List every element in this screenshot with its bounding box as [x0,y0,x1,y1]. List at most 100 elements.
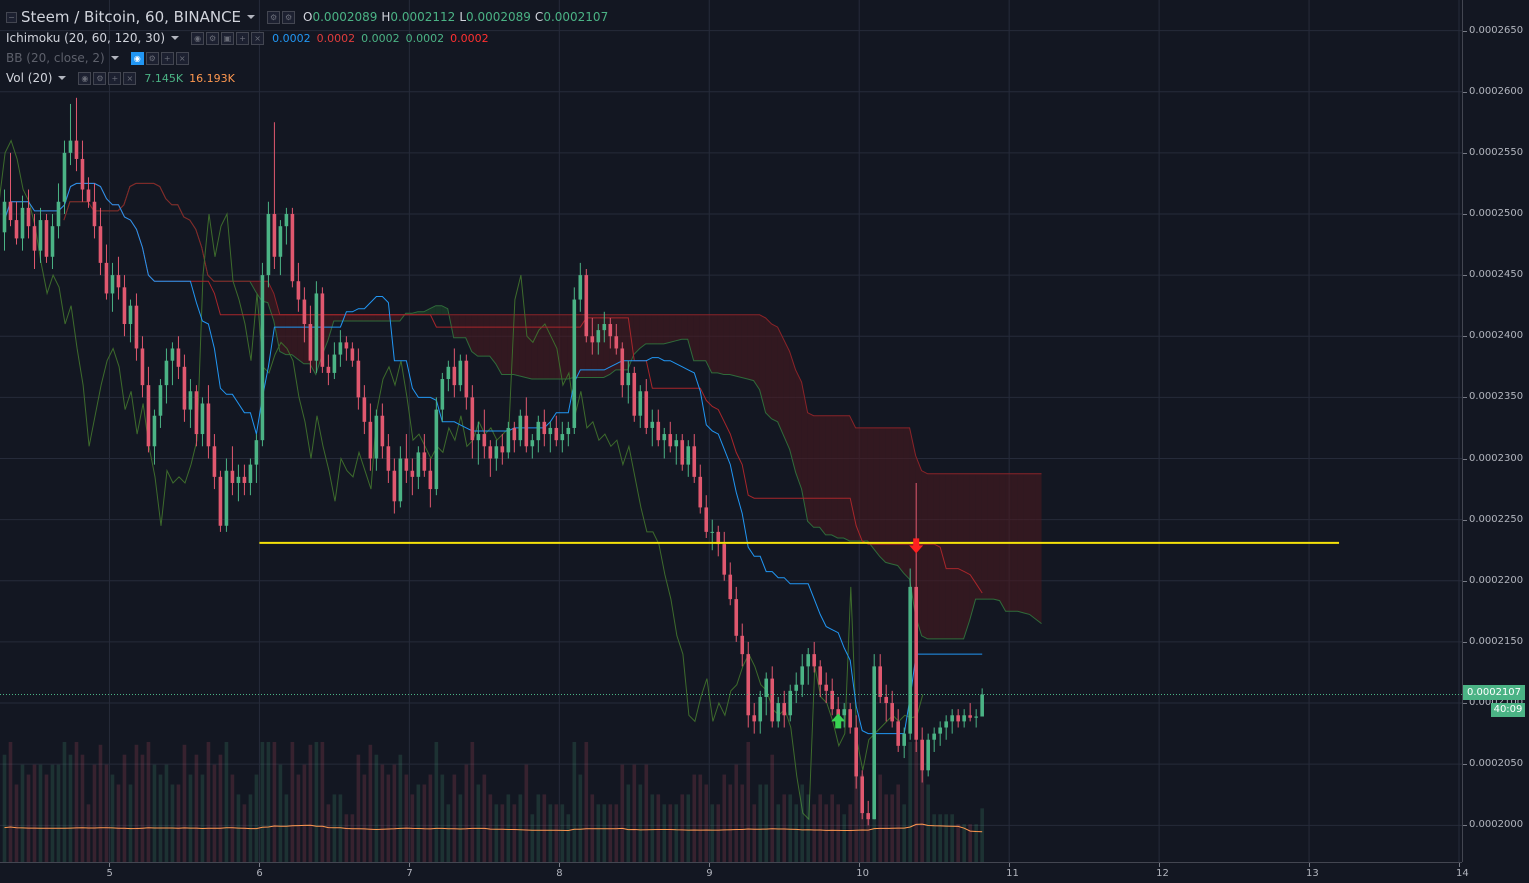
candle-body [422,452,427,471]
visibility-icon[interactable]: ◉ [78,71,92,85]
close-icon[interactable]: × [175,51,189,65]
candle-body [632,372,637,416]
cloud-segment [477,314,484,357]
candle-body [746,654,751,716]
volume-bar [752,804,757,862]
volume-bar [368,744,373,862]
visibility-icon[interactable]: ◉ [191,31,205,45]
volume-bar [776,804,781,862]
volume-bar [260,742,265,862]
indicator-value: 0.0002 [405,32,445,45]
price-tick-label: 0.0002550 [1462,146,1524,158]
chevron-down-icon[interactable] [247,15,256,19]
volume-bar [482,774,487,862]
cloud-segment [525,314,532,380]
candle-body [584,275,589,337]
close-icon[interactable]: × [123,71,137,85]
candle-body [782,703,787,716]
price-chart[interactable] [0,0,1462,862]
cloud-segment [981,473,988,600]
cloud-segment [549,314,556,380]
volume-bar [812,804,817,862]
volume-bar [734,764,739,862]
candle-body [878,666,882,697]
candle-body [614,336,619,349]
candle-body [962,715,966,722]
candle-body [758,696,763,722]
candle-body [674,440,679,447]
plus-icon[interactable]: + [108,71,122,85]
volume-bar [950,814,954,862]
tenkan-sen-line [4,182,983,735]
volume-bar [566,814,571,862]
cloud-segment [747,314,754,381]
candle-body [452,366,457,386]
chevron-down-icon[interactable] [171,36,180,40]
volume-bar [836,804,841,862]
settings-icon[interactable]: ⚙ [282,10,296,24]
bb-label[interactable]: BB (20, close, 2) [6,51,105,65]
chart-pane[interactable] [0,0,1462,862]
candle-body [470,397,475,441]
visibility-icon[interactable]: ◉ [130,51,144,65]
cloud-segment [765,317,772,419]
close-icon[interactable]: × [251,31,265,45]
settings-icon[interactable]: ⚙ [93,71,107,85]
volume-bar [146,742,151,862]
plus-icon[interactable]: + [160,51,174,65]
time-tick-label: 14 [1456,863,1469,879]
cloud-segment [675,314,682,341]
candle-body [542,421,547,435]
candle-body [668,434,673,447]
vol-label[interactable]: Vol (20) [6,71,53,85]
indicator-value: 0.0002 [450,32,489,45]
volume-bar [944,814,948,862]
settings-icon[interactable]: ⚙ [267,10,281,24]
source-icon[interactable]: ▣ [221,31,235,45]
volume-bar [878,774,882,862]
volume-bar [446,804,451,862]
cloud-segment [519,314,526,378]
candle-body [980,694,984,717]
volume-bar [932,814,936,862]
cloud-segment [363,314,370,321]
volume-bar [398,754,403,862]
candle-body [572,299,577,428]
settings-icon[interactable]: ⚙ [206,31,220,45]
volume-bar [710,804,715,862]
candle-body [902,733,906,746]
collapse-icon[interactable]: − [6,11,17,23]
symbol-title[interactable]: Steem / Bitcoin, 60, BINANCE [21,8,242,26]
ichimoku-label[interactable]: Ichimoku (20, 60, 120, 30) [6,31,166,45]
volume-bar [152,764,157,862]
candle-body [716,531,721,545]
cloud-segment [777,327,784,436]
cloud-segment [567,314,574,380]
volume-bar [488,794,493,862]
cloud-segment [741,314,748,380]
candle-body [362,397,367,422]
chevron-down-icon[interactable] [110,56,119,60]
cloud-segment [1023,473,1030,615]
volume-bar [218,754,223,862]
volume-bar [692,774,697,862]
settings-icon[interactable]: ⚙ [145,51,159,65]
candle-body [728,574,733,600]
cloud-segment [891,427,898,566]
plus-icon[interactable]: + [236,31,250,45]
price-axis[interactable]: 0.0002650 0.0002600 0.0002550 0.0002500 0.00… [1462,0,1529,862]
volume-bar [938,814,942,862]
cloud-segment [561,314,568,380]
candle-body [368,421,373,459]
volume-bar [164,764,169,862]
chevron-down-icon[interactable] [58,76,67,80]
candle-body [842,709,847,716]
volume-bar [296,774,301,862]
candle-body [194,391,199,435]
candle-body [506,427,511,453]
time-tick-label: 10 [856,863,869,879]
volume-bar [314,742,319,862]
time-axis[interactable]: 5 6 7 8 9 10 11 12 13 14 [0,862,1469,883]
candle-body [320,293,325,367]
price-tick-label: 0.0002350 [1462,391,1524,403]
